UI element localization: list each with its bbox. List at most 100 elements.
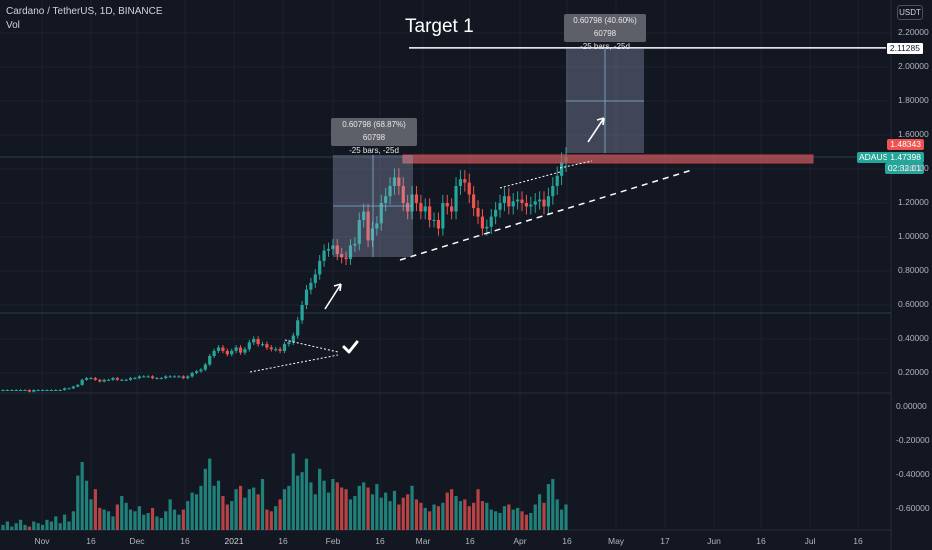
- candle-body: [40, 390, 45, 391]
- volume-bar: [32, 521, 36, 530]
- candle-body: [445, 203, 449, 207]
- candle-body: [5, 390, 9, 391]
- volume-bars: [1, 453, 568, 530]
- volume-bar: [366, 487, 370, 530]
- candle-body: [340, 254, 344, 258]
- candle-body: [199, 369, 203, 372]
- candle-body: [106, 379, 111, 381]
- time-tick-label: Jul: [804, 536, 816, 546]
- measure-tooltip-left: 0.60798 (68.87%) 60798 -25 bars, -25d: [331, 118, 417, 155]
- volume-bar: [406, 494, 410, 530]
- chart-title: Cardano / TetherUS, 1D, BINANCE: [6, 6, 163, 17]
- candle-body: [128, 378, 133, 380]
- volume-bar: [269, 511, 273, 530]
- flag-lower-line: [559, 160, 593, 169]
- volume-bar: [265, 509, 269, 530]
- volume-bar: [247, 489, 251, 530]
- volume-bar: [252, 487, 256, 530]
- volume-bar: [388, 501, 392, 530]
- candle-body: [133, 378, 137, 380]
- volume-bar: [230, 501, 234, 530]
- volume-bar: [326, 492, 331, 530]
- candle-body: [164, 376, 168, 379]
- candle-body: [450, 206, 454, 212]
- candle-body: [274, 349, 278, 351]
- candle-body: [516, 199, 520, 202]
- candle-body: [476, 208, 480, 217]
- volume-bar: [186, 501, 190, 530]
- candle-body: [124, 379, 128, 381]
- candle-body: [322, 250, 326, 261]
- price-tick-label: 1.60000: [898, 129, 929, 139]
- time-tick-label: 17: [660, 536, 670, 546]
- volume-bar: [296, 475, 300, 530]
- candle-body: [23, 390, 27, 391]
- candle-body: [186, 376, 190, 379]
- chart-grid: [0, 0, 892, 550]
- candle-body: [335, 245, 339, 254]
- candle-body: [344, 257, 348, 260]
- time-tick-label: 16: [375, 536, 385, 546]
- volume-bar: [375, 484, 379, 530]
- volume-bar: [300, 472, 304, 530]
- candle-body: [392, 177, 397, 186]
- candle-body: [419, 203, 423, 212]
- volume-bar: [450, 489, 454, 530]
- price-tick-label: 0.20000: [898, 367, 929, 377]
- currency-button[interactable]: USDT: [897, 5, 923, 20]
- countdown-tag: 02:32:01: [884, 163, 924, 174]
- volume-bar: [480, 501, 485, 530]
- volume-bar: [546, 484, 551, 530]
- time-tick-label: May: [608, 536, 625, 546]
- target-price-tag: 2.11285: [885, 42, 924, 55]
- candle-body: [366, 211, 370, 241]
- volume-bar: [309, 482, 313, 530]
- candle-body: [524, 203, 529, 207]
- volume-bar: [172, 509, 177, 530]
- volume-bar: [502, 506, 507, 530]
- volume-bar: [340, 487, 344, 530]
- volume-bar: [454, 496, 458, 530]
- candle-body: [485, 226, 489, 229]
- candle-body: [54, 390, 58, 391]
- volume-bar: [384, 492, 388, 530]
- volume-bar: [23, 524, 27, 530]
- time-tick-label: 16: [562, 536, 572, 546]
- wedge-lower-line: [249, 354, 339, 373]
- volume-bar: [357, 485, 361, 530]
- candle-body: [49, 390, 53, 391]
- volume-bar: [423, 507, 427, 530]
- arrow-up-left-icon: [324, 283, 342, 310]
- candle-body: [278, 349, 282, 351]
- volume-bar: [203, 468, 207, 530]
- time-tick-label: 16: [180, 536, 190, 546]
- wedge-upper-line: [284, 339, 339, 353]
- candle-body: [507, 196, 511, 207]
- volume-bar: [260, 479, 265, 530]
- candle-body: [102, 379, 106, 382]
- candle-body: [1, 390, 5, 391]
- candle-body: [194, 371, 199, 373]
- volume-bar: [234, 489, 238, 530]
- volume-bar: [190, 492, 194, 530]
- volume-bar: [282, 489, 287, 530]
- measure-left-line2: -25 bars, -25d: [349, 146, 399, 155]
- candle-body: [538, 199, 542, 202]
- volume-bar: [58, 523, 62, 530]
- symbol-tag: ADAUSDT: [857, 152, 902, 163]
- volume-bar: [49, 521, 53, 530]
- volume-bar: [331, 479, 335, 530]
- candle-body: [379, 203, 383, 224]
- volume-bar: [520, 511, 524, 530]
- price-tick-label: 1.80000: [898, 95, 929, 105]
- price-tick-label: 0.80000: [898, 265, 929, 275]
- candle-body: [436, 220, 441, 229]
- candle-body: [291, 335, 295, 343]
- volume-bar: [256, 494, 260, 530]
- volume-bar: [115, 504, 119, 530]
- volume-bar: [472, 502, 476, 530]
- candle-body: [45, 390, 49, 391]
- volume-bar: [485, 502, 489, 530]
- arrow-up-right-icon: [587, 117, 605, 143]
